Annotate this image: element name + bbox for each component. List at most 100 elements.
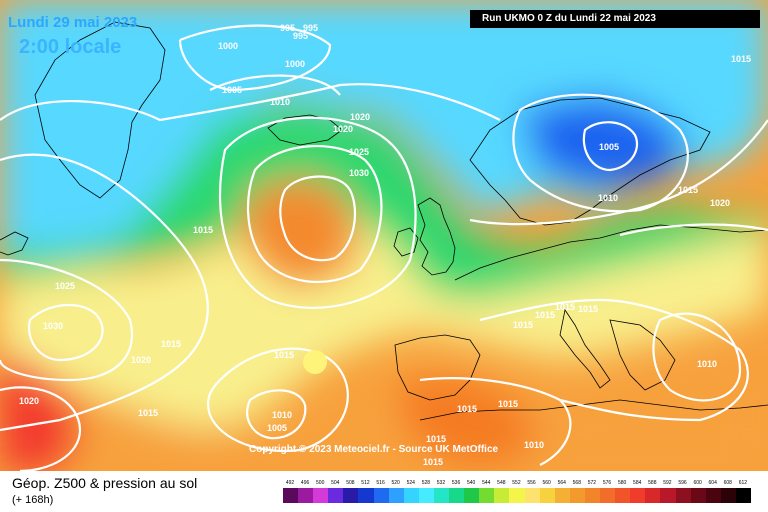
isobar-1015-east	[469, 119, 768, 226]
uk-coast	[417, 197, 456, 276]
isobar-label: 1015	[555, 302, 576, 312]
italy-coast	[559, 308, 611, 389]
legend-swatch	[660, 488, 676, 503]
isobar-label: 1025	[55, 281, 76, 291]
legend-swatch	[449, 488, 465, 503]
legend-tick-label: 592	[663, 480, 672, 486]
europe-coast	[454, 224, 768, 281]
legend-swatch	[584, 488, 601, 503]
legend-tick-label: 580	[617, 480, 627, 486]
legend-swatch	[373, 488, 390, 503]
isobar-1000	[178, 24, 332, 92]
forecast-time: 2:00 locale	[19, 36, 122, 58]
legend-swatch	[615, 488, 631, 503]
run-info-banner: Run UKMO 0 Z du Lundi 22 mai 2023	[470, 10, 760, 28]
isobar-label: 1030	[43, 321, 64, 331]
isobar-label: 1015	[457, 404, 478, 414]
legend-swatch	[403, 488, 420, 503]
isobar-label: 1015	[731, 54, 752, 64]
color-legend: 492 496 500 504 508 512 516 520 524 528 532 536 540 5…	[283, 480, 752, 505]
ireland-coast	[393, 227, 419, 257]
isobar-label: 1020	[350, 112, 371, 122]
legend-tick-label: 608	[723, 480, 732, 486]
legend-tick-label: 568	[572, 480, 581, 486]
legend-tick-label: 556	[527, 480, 536, 486]
iberia-coast	[394, 334, 481, 401]
legend-tick-label: 512	[361, 480, 370, 486]
isobar-1010	[0, 83, 501, 122]
legend-tick-label: 500	[316, 480, 325, 486]
legend-swatch	[358, 488, 375, 503]
balkans-coast	[609, 319, 676, 391]
legend-swatch	[539, 488, 556, 503]
legend-swatch	[509, 488, 526, 503]
isobar-1020-high	[218, 116, 417, 309]
legend-swatch	[298, 488, 314, 503]
legend-swatch	[313, 488, 329, 503]
isobar-label: 1010	[270, 97, 291, 107]
coastlines	[0, 21, 768, 421]
isobar-label: 1015	[138, 408, 159, 418]
legend-tick-label: 532	[436, 480, 446, 486]
iceland-coast	[267, 114, 343, 146]
legend-swatch	[600, 488, 616, 503]
isobar-label: 995	[280, 23, 296, 33]
isobar-1015-west	[0, 153, 209, 432]
legend-tick-label: 544	[482, 480, 491, 486]
isobar-label: 1020	[710, 198, 731, 208]
legend-tick-label: 600	[693, 480, 702, 486]
isobar-1015-central	[479, 298, 749, 422]
legend-swatch	[720, 488, 737, 503]
legend-tick-label: 528	[421, 480, 431, 486]
greenland-coast	[34, 21, 166, 199]
orange-ridge	[240, 175, 360, 290]
isobar-label: 1030	[349, 168, 370, 178]
legend-swatch	[690, 488, 707, 503]
isobar-1010-east	[652, 312, 742, 402]
legend-tick-label: 612	[738, 480, 748, 486]
isobar-label: 1005	[267, 423, 288, 433]
yellow-zone	[0, 205, 768, 430]
legend-tick-label: 504	[331, 480, 340, 486]
isobars	[0, 24, 768, 471]
legend-swatch	[328, 488, 344, 503]
legend-tick-label: 572	[587, 480, 597, 486]
isobar-label: 1015	[535, 310, 556, 320]
legend-swatch	[464, 488, 480, 503]
isobar-label: 995	[293, 31, 309, 41]
legend-tick-label: 564	[557, 480, 566, 486]
isobar-label: 1015	[678, 185, 699, 195]
isobar-label: 1015	[274, 350, 295, 360]
legend-swatch	[675, 488, 692, 503]
chart-description: Géop. Z500 & pression au sol	[12, 475, 198, 491]
legend-tick-label: 540	[466, 480, 476, 486]
isobar-label: 1010	[524, 440, 545, 450]
isobar-1010-south	[246, 389, 307, 440]
legend-swatch	[283, 488, 299, 503]
high-center-yellow	[303, 350, 327, 374]
isobar-label: 1010	[598, 193, 619, 203]
weather-map	[0, 0, 768, 471]
legend-tick-label: 496	[300, 480, 310, 486]
isobar-1030-high	[279, 175, 357, 262]
legend-swatch	[494, 488, 510, 503]
isobar-label: 1010	[272, 410, 293, 420]
isobar-1020-atlantic	[0, 258, 133, 382]
legend-swatch	[524, 488, 541, 503]
legend-tick-label: 516	[376, 480, 385, 486]
legend-swatch	[433, 488, 450, 503]
isobar-label: 1015	[193, 225, 214, 235]
legend-tick-label: 560	[542, 480, 551, 486]
legend-tick-label: 552	[512, 480, 521, 486]
africa-coast	[419, 399, 768, 421]
isobar-label: 1020	[131, 355, 152, 365]
legend-tick-label: 524	[406, 480, 415, 486]
orange-south	[0, 360, 768, 471]
legend-swatch	[735, 488, 752, 503]
isobar-1025-high	[247, 145, 383, 284]
isobar-1020-east	[619, 223, 768, 237]
isobar-label: 1000	[218, 41, 239, 51]
isobar-label: 1015	[498, 399, 519, 409]
legend-tick-label: 588	[648, 480, 657, 486]
isobar-1025-atlantic	[27, 303, 104, 362]
